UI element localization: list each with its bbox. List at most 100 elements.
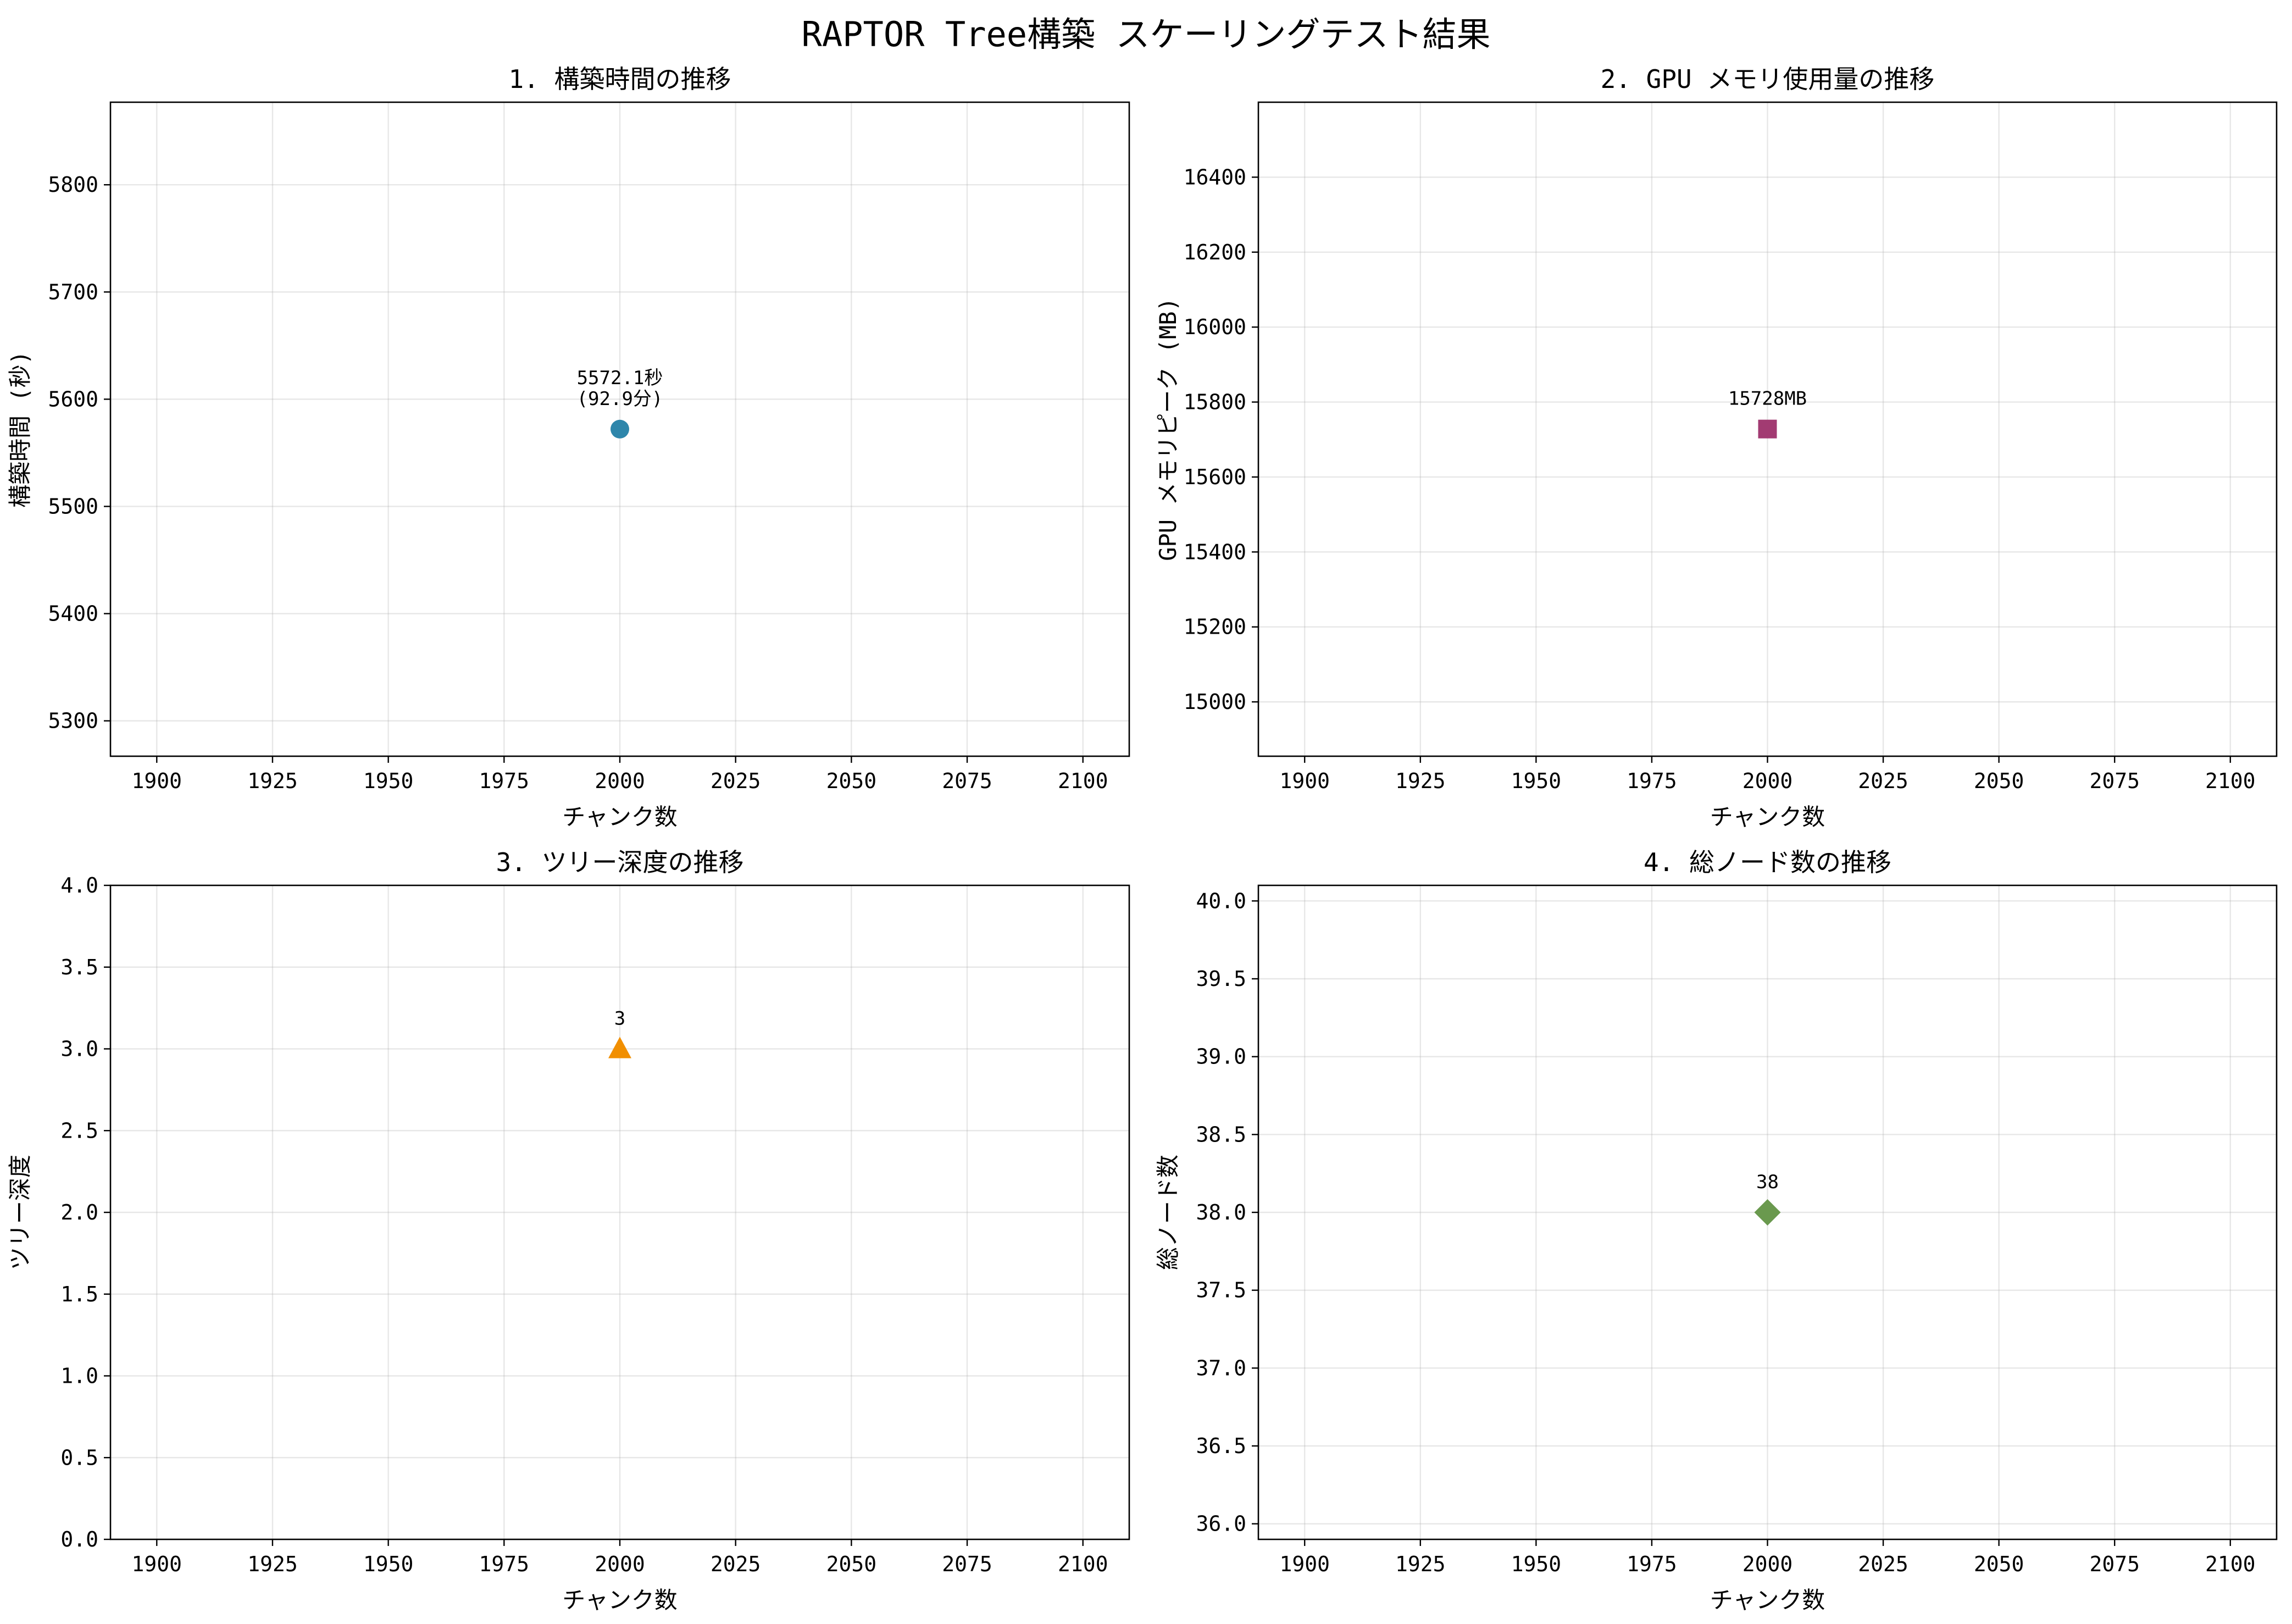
x-tick-label: 2075 — [2089, 769, 2140, 793]
x-tick-label: 2000 — [1742, 769, 1793, 793]
y-tick-label: 36.0 — [1196, 1512, 1246, 1536]
y-axis-label: 総ノード数 — [1155, 1155, 1181, 1270]
y-tick-label: 5400 — [48, 602, 98, 626]
x-tick-label: 2100 — [2205, 769, 2256, 793]
x-tick-label: 2000 — [595, 1552, 645, 1576]
data-point — [1758, 419, 1777, 439]
y-tick-label: 5500 — [48, 494, 98, 518]
y-tick-label: 1.0 — [60, 1364, 98, 1388]
y-tick-label: 38.0 — [1196, 1200, 1246, 1224]
subplot-title: 1. 構築時間の推移 — [508, 64, 731, 94]
data-label: 38 — [1756, 1171, 1779, 1193]
x-tick-label: 2025 — [1858, 769, 1908, 793]
y-tick-label: 3.0 — [60, 1037, 98, 1061]
y-tick-label: 2.5 — [60, 1118, 98, 1143]
axes-frame — [109, 101, 1130, 757]
x-tick-label: 1925 — [1395, 769, 1446, 793]
x-tick-label: 1925 — [247, 769, 298, 793]
data-label: 5572.1秒 — [577, 367, 663, 389]
x-tick-label: 2100 — [2205, 1552, 2256, 1576]
x-tick-label: 1950 — [1511, 769, 1562, 793]
y-axis-label: 構築時間 (秒) — [7, 351, 34, 508]
y-tick-label: 15800 — [1184, 390, 1246, 414]
x-tick-label: 1900 — [1279, 1552, 1330, 1576]
y-tick-label: 0.0 — [60, 1527, 98, 1551]
axes-frame — [1257, 884, 2278, 1540]
subplot-title: 4. 総ノード数の推移 — [1644, 847, 1891, 877]
x-tick-label: 2050 — [826, 769, 877, 793]
x-axis-label: チャンク数 — [1710, 803, 1825, 830]
y-tick-label: 15600 — [1184, 465, 1246, 489]
x-tick-label: 1950 — [363, 769, 414, 793]
y-tick-label: 39.5 — [1196, 967, 1246, 991]
y-tick-label: 5700 — [48, 280, 98, 304]
y-tick-label: 15200 — [1184, 615, 1246, 639]
data-label: 15728MB — [1728, 388, 1807, 410]
y-tick-label: 40.0 — [1196, 889, 1246, 913]
x-tick-label: 1975 — [1627, 769, 1677, 793]
x-axis-label: チャンク数 — [1710, 1587, 1825, 1614]
y-tick-label: 0.5 — [60, 1445, 98, 1470]
x-tick-label: 2050 — [1974, 769, 2024, 793]
y-tick-label: 5800 — [48, 173, 98, 197]
axes-frame — [1257, 101, 2278, 757]
y-axis-label: GPU メモリピーク (MB) — [1155, 297, 1181, 561]
x-tick-label: 2025 — [1858, 1552, 1908, 1576]
x-tick-label: 1950 — [1511, 1552, 1562, 1576]
axes-frame — [109, 884, 1130, 1540]
y-tick-label: 39.0 — [1196, 1045, 1246, 1069]
x-tick-label: 2100 — [1058, 769, 1108, 793]
x-tick-label: 2025 — [711, 1552, 761, 1576]
y-tick-label: 1.5 — [60, 1282, 98, 1306]
x-tick-label: 2050 — [1974, 1552, 2024, 1576]
x-tick-label: 2075 — [942, 1552, 992, 1576]
y-tick-label: 16400 — [1184, 165, 1246, 189]
x-tick-label: 2075 — [942, 769, 992, 793]
y-tick-label: 15000 — [1184, 690, 1246, 714]
x-tick-label: 2025 — [711, 769, 761, 793]
y-tick-label: 5600 — [48, 387, 98, 411]
data-label: (92.9分) — [577, 388, 663, 410]
data-point — [608, 1037, 631, 1058]
y-tick-label: 3.5 — [60, 955, 98, 979]
y-tick-label: 38.5 — [1196, 1122, 1246, 1146]
x-tick-label: 1900 — [132, 769, 182, 793]
y-tick-label: 16200 — [1184, 240, 1246, 264]
subplot-1: 1900 1925 1950 1975 2000 2025 2050 2075 2100 5300… — [7, 64, 1130, 830]
x-tick-label: 2050 — [826, 1552, 877, 1576]
figure-title: RAPTOR Tree構築 スケーリングテスト結果 — [801, 14, 1491, 54]
y-tick-label: 37.5 — [1196, 1278, 1246, 1302]
subplot-2: 1900 1925 1950 1975 2000 2025 2050 2075 2100 1500… — [1155, 64, 2278, 830]
subplot-title: 2. GPU メモリ使用量の推移 — [1601, 64, 1935, 94]
y-tick-label: 4.0 — [60, 873, 98, 897]
x-tick-label: 2000 — [1742, 1552, 1793, 1576]
x-tick-label: 1900 — [1279, 769, 1330, 793]
x-tick-label: 1975 — [479, 1552, 530, 1576]
data-label: 3 — [614, 1008, 625, 1030]
subplot-title: 3. ツリー深度の推移 — [496, 847, 743, 877]
data-point — [611, 419, 629, 439]
y-tick-label: 16000 — [1184, 315, 1246, 339]
data-point — [1754, 1199, 1781, 1226]
y-tick-label: 2.0 — [60, 1200, 98, 1224]
x-tick-label: 1975 — [1627, 1552, 1677, 1576]
y-tick-label: 37.0 — [1196, 1356, 1246, 1380]
y-axis-label: ツリー深度 — [7, 1155, 34, 1270]
y-tick-label: 5300 — [48, 709, 98, 733]
subplot-3: 1900 1925 1950 1975 2000 2025 2050 2075 2100 0.0 0… — [7, 847, 1130, 1614]
x-tick-label: 1950 — [363, 1552, 414, 1576]
y-tick-label: 36.5 — [1196, 1434, 1246, 1458]
x-tick-label: 1925 — [247, 1552, 298, 1576]
x-tick-label: 2075 — [2089, 1552, 2140, 1576]
x-axis-label: チャンク数 — [562, 803, 678, 830]
subplot-4: 1900 1925 1950 1975 2000 2025 2050 2075 2100 36.0… — [1155, 847, 2278, 1614]
x-tick-label: 2100 — [1058, 1552, 1108, 1576]
x-tick-label: 2000 — [595, 769, 645, 793]
x-tick-label: 1925 — [1395, 1552, 1446, 1576]
x-tick-label: 1900 — [132, 1552, 182, 1576]
y-tick-label: 15400 — [1184, 540, 1246, 564]
x-tick-label: 1975 — [479, 769, 530, 793]
x-axis-label: チャンク数 — [562, 1587, 678, 1614]
